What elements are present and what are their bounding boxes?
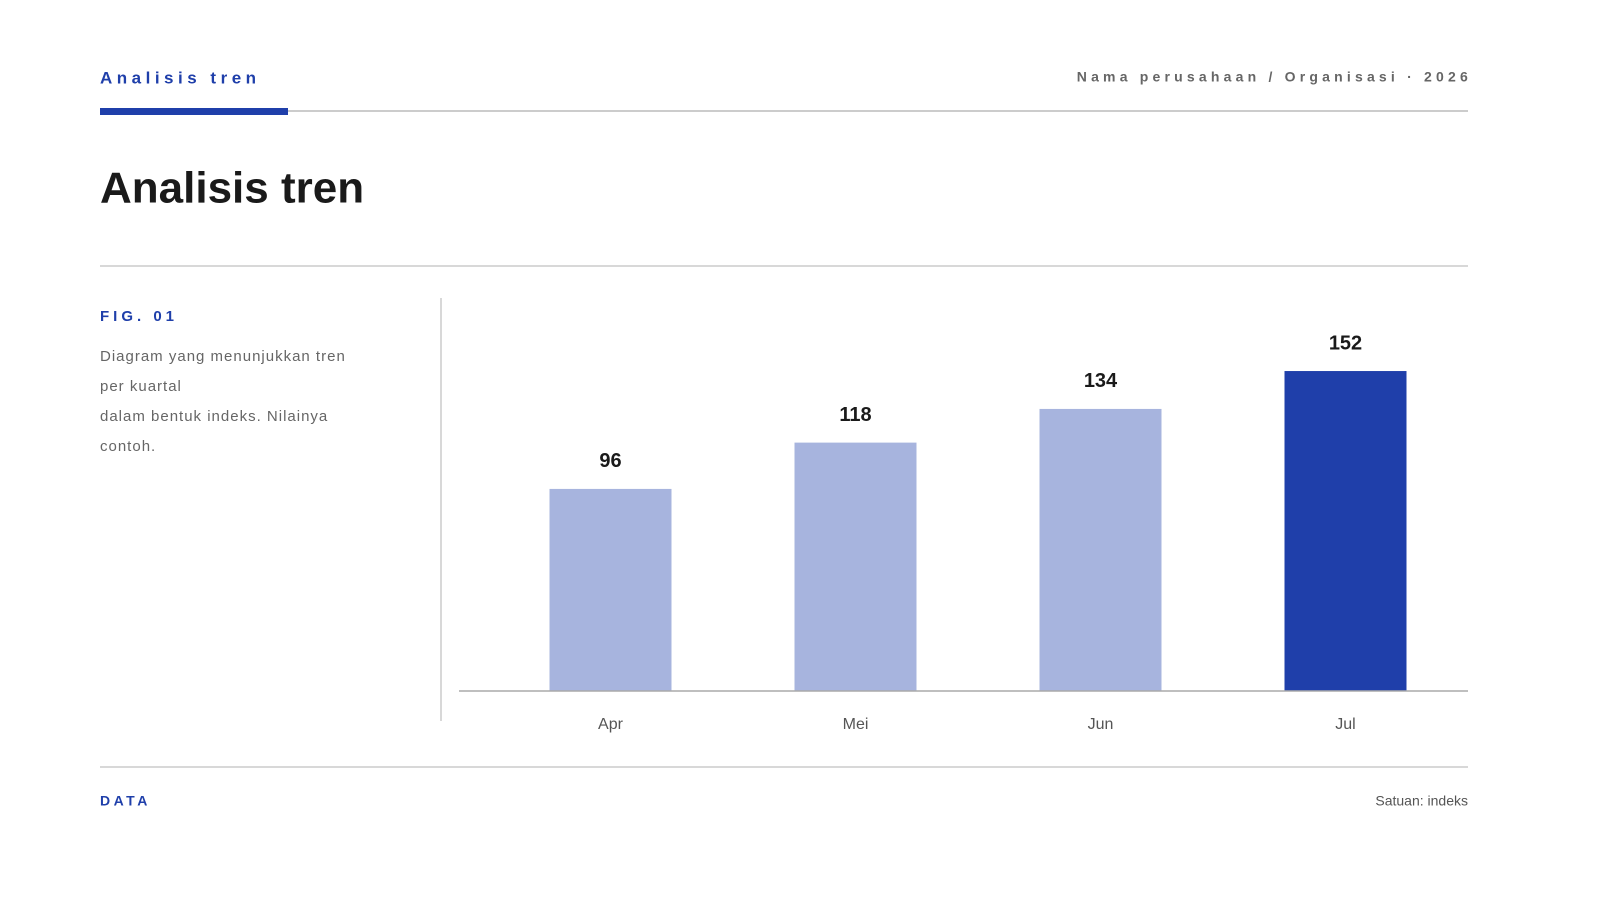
bar [1284, 371, 1407, 691]
kicker: Analisis tren [100, 68, 261, 87]
bar [1039, 408, 1162, 691]
description-line: per kuartal [100, 378, 182, 395]
value-label: 118 [839, 404, 871, 426]
value-label: 134 [1084, 370, 1118, 392]
x-tick-label: Jul [1335, 716, 1355, 733]
value-label: 96 [599, 450, 621, 472]
description-line: Diagram yang menunjukkan tren [100, 348, 346, 365]
footer-label: DATA [100, 793, 151, 809]
x-tick-label: Mei [843, 716, 869, 733]
value-label: 152 [1329, 332, 1362, 354]
unit-note: Satuan: indeks [1375, 793, 1468, 809]
x-tick-label: Apr [598, 716, 624, 733]
x-tick-label: Jun [1088, 716, 1114, 733]
organization: Nama perusahaan / Organisasi · 2026 [1077, 69, 1472, 85]
bar [794, 442, 917, 691]
figure-label: FIG. 01 [100, 308, 178, 325]
header-accent [100, 108, 288, 115]
chart: Apr 96 Mei 118 Jun 134 Jul 152 [549, 332, 1407, 733]
description-line: contoh. [100, 438, 156, 455]
description: Diagram yang menunjukkan tren per kuartal… [100, 348, 346, 455]
title: Analisis tren [100, 164, 364, 213]
bar [549, 488, 672, 691]
description-line: dalam bentuk indeks. Nilainya [100, 408, 328, 425]
